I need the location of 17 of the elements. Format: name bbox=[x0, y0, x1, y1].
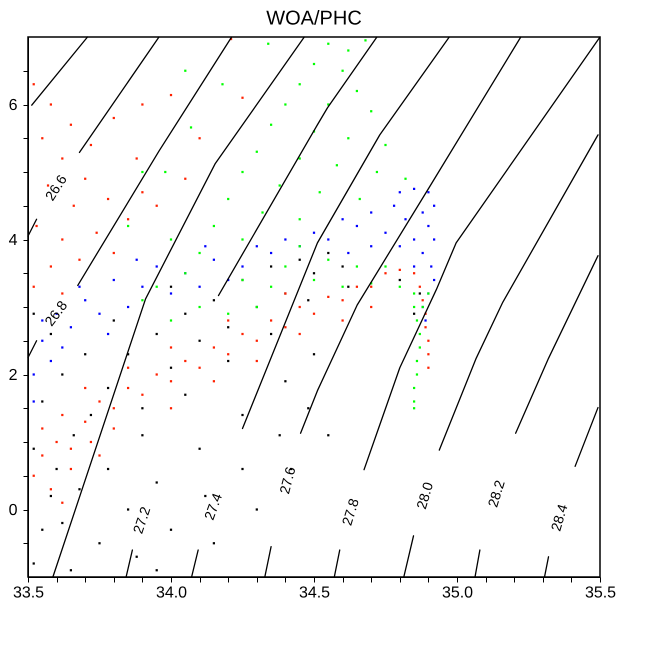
text: 27.2 bbox=[130, 504, 154, 536]
x-tick-label: 34.5 bbox=[298, 584, 330, 602]
text: 28.4 bbox=[547, 502, 571, 533]
x-tick-label: 35.0 bbox=[442, 584, 474, 602]
text: 27.8 bbox=[338, 496, 362, 528]
chart-title: WOA/PHC bbox=[266, 7, 362, 30]
x-tick-label: 34.0 bbox=[156, 584, 188, 602]
y-tick-label: 6 bbox=[8, 97, 18, 114]
x-tick-label: 35.5 bbox=[584, 584, 616, 602]
text: 27.4 bbox=[200, 490, 226, 522]
y-tick-label: 0 bbox=[8, 502, 18, 519]
text: 28.2 bbox=[484, 478, 508, 510]
y-tick-label: 2 bbox=[8, 367, 18, 384]
text: 28.0 bbox=[413, 480, 436, 511]
y-tick-label: 4 bbox=[8, 232, 18, 249]
text: 27.6 bbox=[276, 464, 299, 496]
x-tick-label: 33.5 bbox=[12, 584, 44, 602]
